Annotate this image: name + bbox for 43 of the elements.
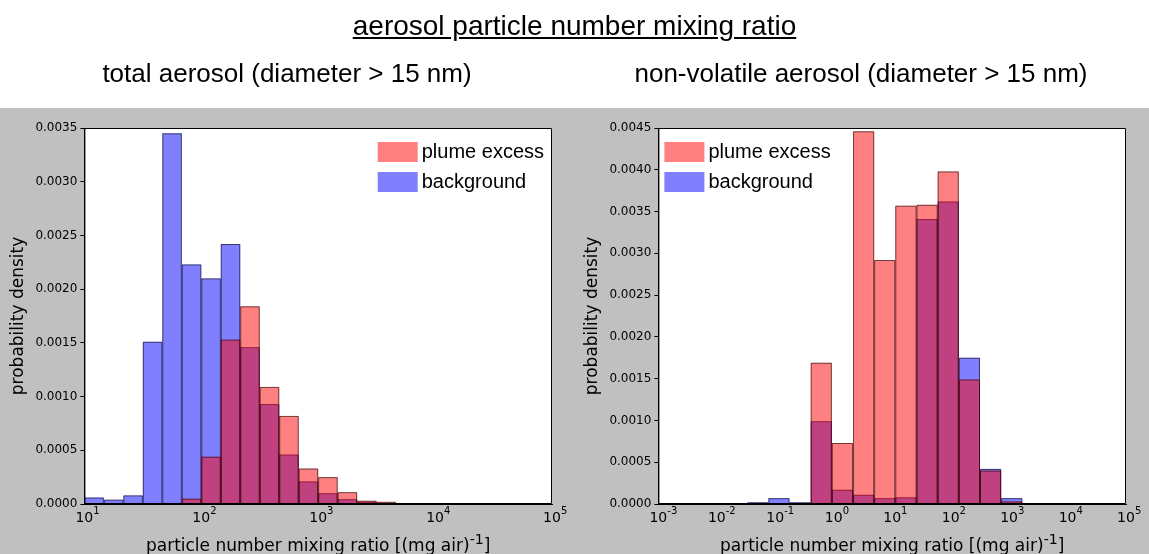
- x-tick-label: 10$^{2}$: [192, 504, 217, 525]
- x-tick-label: 10$^{3}$: [1000, 504, 1025, 525]
- y-tick-label: 0.0000: [609, 496, 652, 511]
- x-tick-label: 10$^{4}$: [426, 504, 451, 525]
- legend-label: background: [708, 169, 813, 192]
- x-tick-label: 10$^{3}$: [309, 504, 334, 525]
- legend-label: plume excess: [708, 139, 831, 162]
- y-tick-label: 0.0005: [609, 454, 652, 469]
- x-tick-label: 10$^{2}$: [941, 504, 966, 525]
- y-tick-label: 0.0030: [35, 173, 78, 188]
- y-tick-label: 0.0045: [609, 120, 652, 135]
- chart-subtitle: total aerosol (diameter > 15 nm): [101, 58, 473, 89]
- x-tick-label: 10$^{5}$: [1117, 504, 1142, 525]
- x-axis-title: particle number mixing ratio [(mg air)$^{-1}$]: [718, 530, 1066, 554]
- x-tick-label: 10$^{-3}$: [649, 505, 678, 525]
- x-tick-label: 10$^{5}$: [543, 504, 568, 525]
- y-tick-label: 0.0015: [609, 370, 652, 385]
- y-tick-label: 0.0040: [609, 161, 652, 176]
- y-tick-label: 0.0025: [609, 287, 652, 302]
- x-tick-label: 10$^{4}$: [1058, 504, 1083, 525]
- y-tick-label: 0.0015: [35, 334, 78, 349]
- y-tick-label: 0.0010: [35, 388, 78, 403]
- y-tick-label: 0.0035: [35, 120, 78, 135]
- x-tick-label: 10$^{1}$: [75, 505, 100, 525]
- y-tick-label: 0.0025: [35, 227, 78, 242]
- legend-label: background: [421, 169, 527, 192]
- y-axis-title: probability density: [6, 236, 27, 396]
- x-tick-label: 10$^{-2}$: [707, 504, 736, 525]
- chart-subtitle: non-volatile aerosol (diameter > 15 nm): [633, 58, 1089, 89]
- y-tick-label: 0.0020: [35, 281, 78, 296]
- y-tick-label: 0.0035: [609, 203, 652, 218]
- chart-title: aerosol particle number mixing ratio: [351, 10, 798, 42]
- y-tick-label: 0.0020: [609, 329, 652, 344]
- x-axis-title: particle number mixing ratio [(mg air)$^{-1}$]: [144, 530, 492, 554]
- y-axis-title: probability density: [580, 236, 601, 396]
- legend-label: plume excess: [421, 139, 545, 162]
- x-tick-label: 10$^{0}$: [824, 504, 850, 525]
- y-tick-label: 0.0010: [609, 412, 652, 427]
- x-tick-label: 10$^{-1}$: [766, 504, 795, 525]
- x-tick-label: 10$^{1}$: [883, 504, 908, 525]
- y-tick-label: 0.0030: [609, 245, 652, 260]
- y-tick-label: 0.0005: [35, 442, 78, 457]
- y-tick-label: 0.0000: [35, 496, 78, 511]
